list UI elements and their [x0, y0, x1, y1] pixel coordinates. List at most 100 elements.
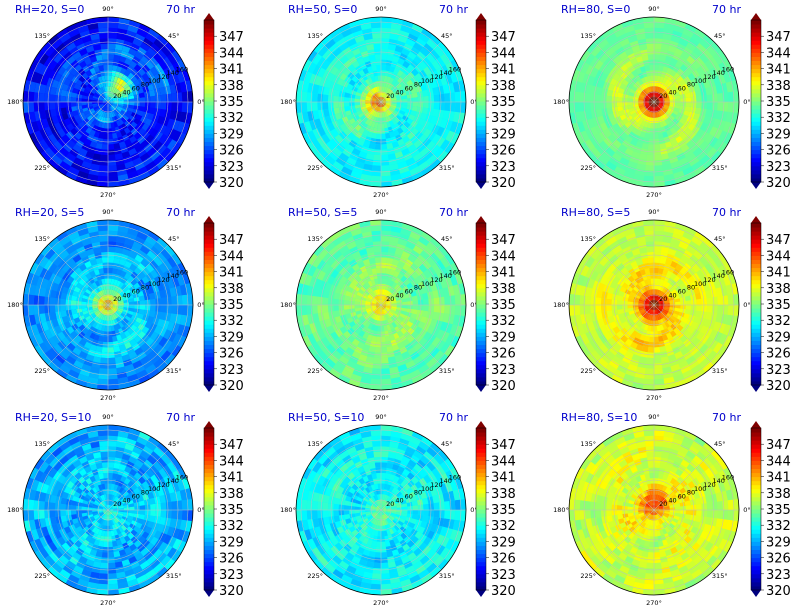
- angle-label: 90°: [102, 5, 114, 13]
- grid-spoke: [107, 449, 169, 511]
- angle-label: 315°: [166, 367, 182, 375]
- angle-label: 0°: [743, 301, 750, 309]
- radial-tick-label: 120: [430, 276, 442, 284]
- angle-label: 0°: [743, 98, 750, 106]
- angle-label: 45°: [168, 32, 180, 40]
- colorbar-tick-label: 326: [491, 144, 516, 159]
- colorbar-tick-label: 323: [766, 568, 791, 583]
- radial-tick-label: 100: [694, 280, 706, 288]
- angle-label: 270°: [100, 394, 116, 402]
- angle-label: 180°: [280, 506, 296, 514]
- angle-label: 45°: [441, 32, 453, 40]
- colorbar-tick-label: 341: [219, 471, 244, 486]
- grid-spoke: [593, 41, 655, 103]
- panel-4: 90°45°0°315°270°225°180°135°20 40 60 801001…: [7, 206, 244, 402]
- radial-tick-label: 80: [687, 284, 695, 292]
- colorbar-tick-label: 326: [491, 347, 516, 362]
- colorbar-tick-label: 338: [219, 487, 244, 502]
- radial-tick-label: 80: [414, 284, 422, 292]
- radial-tick-label: 140: [439, 272, 451, 280]
- colorbar-extend-max: [476, 13, 486, 20]
- angle-label: 270°: [646, 394, 662, 402]
- radial-tick-label: 20: [386, 92, 394, 100]
- angle-label: 90°: [102, 208, 114, 216]
- grid-spoke: [47, 244, 109, 306]
- angle-label: 180°: [553, 301, 569, 309]
- grid-spoke: [593, 509, 655, 571]
- colorbar-tick-label: 323: [219, 568, 244, 583]
- colorbar-tick-label: 335: [491, 95, 516, 110]
- panel-time-label: 70 hr: [439, 206, 468, 219]
- grid-spoke: [380, 449, 442, 511]
- radial-tick-label: 140: [439, 477, 451, 485]
- colorbar-tick-label: 320: [219, 176, 244, 191]
- angle-label: 315°: [712, 164, 728, 172]
- polar-frame: [22, 424, 194, 596]
- grid-spoke: [107, 304, 169, 366]
- panel-title: RH=80, S=5: [561, 206, 630, 219]
- panel-title: RH=80, S=10: [561, 411, 637, 424]
- angle-label: 225°: [580, 572, 596, 580]
- colorbar-tick-label: 341: [491, 63, 516, 78]
- angle-label: 45°: [168, 440, 180, 448]
- colorbar-tick-label: 341: [491, 471, 516, 486]
- grid-spoke: [107, 509, 169, 571]
- grid-spoke: [380, 41, 442, 103]
- colorbar-tick-label: 344: [219, 46, 244, 61]
- colorbar-tick-label: 338: [219, 79, 244, 94]
- colorbar-extend-min: [751, 385, 761, 392]
- colorbar-tick-label: 332: [491, 519, 516, 534]
- angle-label: 135°: [34, 235, 50, 243]
- angle-label: 180°: [553, 506, 569, 514]
- radial-tick-label: 20: [659, 295, 667, 303]
- angle-label: 225°: [307, 572, 323, 580]
- angle-label: 45°: [714, 32, 726, 40]
- angle-label: 315°: [439, 164, 455, 172]
- colorbar-tick-label: 320: [766, 379, 791, 394]
- colorbar-tick-label: 347: [219, 438, 244, 453]
- panel-7: 90°45°0°315°270°225°180°135°20 40 60 801001…: [7, 411, 244, 607]
- radial-tick-label: 120: [703, 73, 715, 81]
- colorbar-tick-label: 323: [491, 160, 516, 175]
- panel-9: 90°45°0°315°270°225°180°135°20 40 60 801001…: [553, 411, 791, 607]
- colorbar-extend-min: [476, 385, 486, 392]
- colorbar-tick-label: 347: [219, 233, 244, 248]
- colorbar-extend-min: [751, 590, 761, 597]
- grid-spoke: [653, 509, 715, 571]
- colorbar-extend-min: [204, 590, 214, 597]
- panel-title: RH=20, S=5: [15, 206, 84, 219]
- colorbar-tick-label: 335: [766, 95, 791, 110]
- colorbar-tick-label: 326: [766, 552, 791, 567]
- colorbar-tick-label: 323: [219, 363, 244, 378]
- angle-label: 270°: [646, 599, 662, 607]
- colorbar-extend-max: [476, 216, 486, 223]
- panel-title: RH=20, S=10: [15, 411, 91, 424]
- panel-time-label: 70 hr: [166, 3, 195, 16]
- colorbar-tick-label: 347: [491, 233, 516, 248]
- polar-frame: [568, 219, 740, 391]
- angle-label: 45°: [441, 440, 453, 448]
- colorbar-tick-label: 335: [766, 503, 791, 518]
- angle-label: 270°: [373, 394, 389, 402]
- colorbar-tick-label: 329: [219, 127, 244, 142]
- grid-spoke: [107, 101, 169, 163]
- colorbar-tick-label: 329: [766, 535, 791, 550]
- grid-spoke: [653, 244, 715, 306]
- colorbar-tick-label: 326: [491, 552, 516, 567]
- angle-label: 90°: [375, 413, 387, 421]
- radial-tick-label: 80: [141, 284, 149, 292]
- colorbar-tick-label: 329: [766, 330, 791, 345]
- grid-spoke: [320, 304, 382, 366]
- colorbar-tick-label: 329: [219, 535, 244, 550]
- panel-title: RH=50, S=0: [288, 3, 357, 16]
- radial-tick-label: 100: [148, 77, 160, 85]
- polar-frame: [568, 16, 740, 188]
- radial-tick-label: 80: [414, 81, 422, 89]
- radial-tick-label: 60: [405, 85, 413, 93]
- angle-label: 45°: [714, 440, 726, 448]
